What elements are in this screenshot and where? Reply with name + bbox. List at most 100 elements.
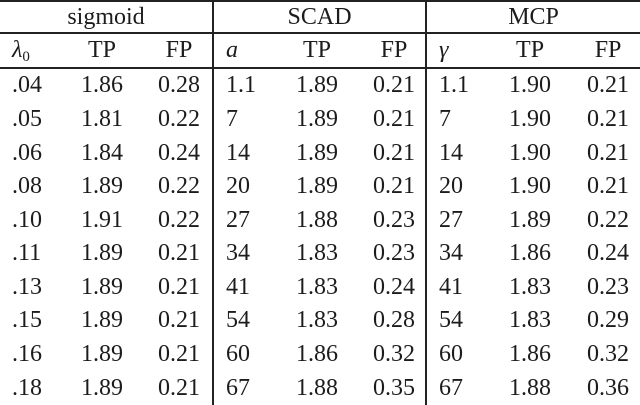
col-header-a: a (212, 33, 272, 69)
table-cell: 0.28 (158, 72, 200, 99)
table-cell: .06 (12, 139, 42, 166)
table-cell: 7 (212, 102, 272, 137)
table-cell: 1.90 (509, 173, 552, 200)
table-cell: 1.89 (81, 374, 123, 401)
table-cell: 14 (425, 136, 485, 170)
table-cell: 0.23 (373, 206, 416, 233)
table-cell: 54 (212, 304, 272, 338)
table-cell: 1.83 (296, 307, 339, 334)
table-cell: 0.21 (373, 139, 416, 166)
table-cell: 60 (212, 337, 272, 372)
table-cell: 0.24 (587, 240, 630, 267)
table-cell: 0.21 (373, 106, 416, 133)
table-cell: 1.89 (81, 240, 123, 267)
table-cell: 1.89 (296, 173, 339, 200)
col-header-lambda0: λ0 (0, 33, 58, 69)
col-header-fp-scad: FP (363, 33, 427, 69)
table-cell: 1.88 (509, 374, 552, 401)
table-cell: 1.89 (296, 139, 339, 166)
group-header-row: sigmoid SCAD MCP (0, 1, 640, 34)
table-cell: 0.22 (158, 106, 200, 133)
table-cell: 0.21 (158, 240, 200, 267)
col-header-fp-mcp: FP (576, 33, 640, 69)
table-cell: 0.32 (373, 341, 416, 368)
table-row: .16 1.89 0.21 60 1.86 0.32 60 1.86 0.32 (0, 337, 640, 372)
table-cell: 67 (212, 371, 272, 405)
table-cell: 1.88 (296, 374, 339, 401)
table-cell: 0.21 (373, 72, 416, 99)
col-header-tp-sigmoid: TP (58, 33, 146, 69)
table-cell: 27 (212, 203, 272, 238)
table-cell: 34 (212, 237, 272, 271)
col-header-fp-sigmoid: FP (146, 33, 214, 69)
table-cell: 7 (425, 102, 485, 137)
table-cell: 60 (425, 337, 485, 372)
table-row: .06 1.84 0.24 14 1.89 0.21 14 1.90 0.21 (0, 136, 640, 170)
lambda-symbol: λ (12, 37, 23, 63)
table-row: .15 1.89 0.21 54 1.83 0.28 54 1.83 0.29 (0, 304, 640, 338)
table-cell: 1.1 (425, 68, 485, 103)
table-cell: .05 (12, 106, 42, 133)
a-symbol: a (226, 37, 239, 63)
table-cell: .18 (12, 374, 42, 401)
table-cell: 1.86 (509, 240, 552, 267)
table-cell: 0.21 (587, 139, 630, 166)
table-cell: 67 (425, 371, 485, 405)
table-cell: 0.21 (158, 307, 200, 334)
table-cell: 1.90 (509, 106, 552, 133)
col-header-tp-mcp: TP (484, 33, 577, 69)
table-cell: 0.24 (158, 139, 200, 166)
table-cell: 0.24 (373, 273, 416, 300)
table-cell: 1.83 (509, 307, 552, 334)
table-cell: 1.81 (81, 106, 123, 133)
table-cell: 0.32 (587, 341, 630, 368)
table-cell: 0.21 (587, 106, 630, 133)
table-cell: 1.89 (81, 341, 123, 368)
table-cell: 0.23 (373, 240, 416, 267)
table-cell: 0.21 (158, 341, 200, 368)
table-cell: 1.89 (296, 72, 339, 99)
table-cell: 0.21 (158, 273, 200, 300)
table-cell: .04 (12, 72, 42, 99)
table-cell: 41 (425, 270, 485, 305)
group-title-sigmoid: sigmoid (0, 1, 214, 34)
table-cell: 0.36 (587, 374, 630, 401)
table-cell: 0.21 (373, 173, 416, 200)
col-header-gamma: γ (425, 33, 485, 69)
group-title-mcp: MCP (425, 1, 640, 34)
table-cell: 0.21 (158, 374, 200, 401)
col-header-tp-scad: TP (271, 33, 364, 69)
table-cell: 0.22 (587, 206, 630, 233)
table-cell: 34 (425, 237, 485, 271)
table-cell: 0.22 (158, 206, 200, 233)
table-cell: 41 (212, 270, 272, 305)
table-row: .04 1.86 0.28 1.1 1.89 0.21 1.1 1.90 0.21 (0, 68, 640, 103)
table-cell: 0.21 (587, 72, 630, 99)
table-cell: .08 (12, 173, 42, 200)
table-cell: 1.89 (81, 307, 123, 334)
table-body: .04 1.86 0.28 1.1 1.89 0.21 1.1 1.90 0.21 .05 1.81… (0, 68, 640, 405)
table-cell: 0.28 (373, 307, 416, 334)
table-cell: 1.89 (296, 106, 339, 133)
column-header-row: λ0 TP FP a TP FP γ TP FP (0, 33, 640, 69)
table-cell: .13 (12, 273, 42, 300)
table-cell: 0.22 (158, 173, 200, 200)
table-cell: 1.1 (212, 68, 272, 103)
gamma-symbol: γ (439, 37, 449, 63)
table-cell: .10 (12, 206, 42, 233)
table-cell: 1.83 (296, 240, 339, 267)
table-cell: 1.90 (509, 139, 552, 166)
table-cell: 1.83 (296, 273, 339, 300)
table-cell: 20 (425, 169, 485, 204)
table-row: .18 1.89 0.21 67 1.88 0.35 67 1.88 0.36 (0, 371, 640, 405)
table-cell: 27 (425, 203, 485, 238)
table-row: .11 1.89 0.21 34 1.83 0.23 34 1.86 0.24 (0, 237, 640, 271)
table-cell: 1.91 (81, 206, 123, 233)
lambda-subscript: 0 (22, 49, 30, 65)
table-cell: 20 (212, 169, 272, 204)
table-cell: 0.21 (587, 173, 630, 200)
table-cell: 1.86 (296, 341, 339, 368)
table-cell: .16 (12, 341, 42, 368)
